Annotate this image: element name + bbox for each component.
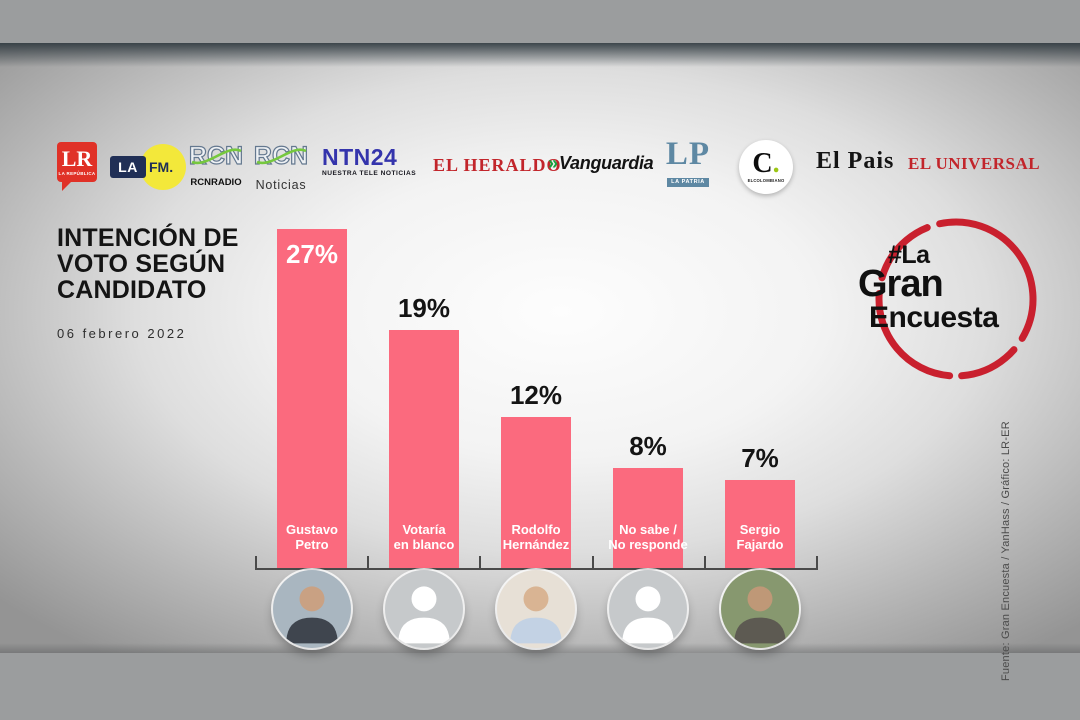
brand-line1: #La: [888, 241, 930, 269]
bar-category-label: No sabe / No responde: [608, 522, 688, 552]
la-fm-circle: [140, 144, 186, 190]
axis-tick: [704, 556, 706, 568]
chart-bar: [277, 229, 347, 568]
logo-el-heraldo: EL HERALDO: [433, 155, 562, 175]
la-patria-lp-label: LP: [665, 136, 711, 172]
logo-rcn-radio: RCN RCNRADIO: [186, 141, 246, 188]
la-patria-sublabel: LA PATRIA: [667, 177, 709, 187]
bar-value-label: 7%: [741, 443, 779, 473]
el-colombiano-sublabel: ELCOLOMBIANO: [747, 178, 785, 183]
person-icon: [734, 586, 786, 644]
bar-value-label: 8%: [629, 431, 667, 461]
axis-tick: [367, 556, 369, 568]
x-axis-line: [255, 568, 818, 570]
candidate-photo-avatar: [273, 570, 351, 648]
infographic-slide: LR LA REPÚBLICA LA FM. RCN RCNRADIO RCN …: [0, 43, 1080, 681]
logo-rcn-noticias: RCN Noticias: [250, 141, 312, 192]
logo-ntn24: NTN24 NUESTRA TELE NOTICIAS: [322, 144, 417, 178]
el-colombiano-green-dot: .: [772, 148, 780, 179]
rcn-radio-label: RCNRADIO: [190, 177, 242, 188]
la-fm-fm-label: FM.: [149, 159, 174, 175]
person-icon: [286, 586, 338, 644]
logo-el-universal: EL UNIVERSAL: [908, 154, 1041, 173]
brand-circle-icon: [875, 218, 1037, 380]
rcn-noticias-label: Noticias: [255, 178, 307, 192]
vanguardia-chevrons-icon: »: [548, 153, 559, 173]
bar-chart: 27% Gustavo Petro 19% Votaría en blanco 12% R…: [255, 223, 820, 693]
candidate-photo-avatar: [721, 570, 799, 648]
bar-category-label: Gustavo Petro: [285, 522, 338, 552]
logo-la-patria: LP LA PATRIA: [663, 136, 713, 188]
la-gran-encuesta-badge: #La Gran Encuesta: [858, 213, 1058, 385]
axis-tick: [816, 556, 818, 568]
rcn-mark-icon: RCN: [188, 141, 243, 170]
brand-line3: Encuesta: [869, 301, 999, 334]
bar-value-label: 19%: [397, 293, 451, 323]
page-title: INTENCIÓN DE VOTO SEGÚN CANDIDATO: [57, 224, 239, 304]
rcn-mark-icon: RCN: [253, 141, 308, 170]
bar-category-label: Votaría en blanco: [393, 522, 455, 552]
chart-bar: [725, 480, 795, 568]
el-colombiano-c-label: C.: [752, 148, 780, 179]
bar-category-label: Rodolfo Hernández: [502, 522, 570, 552]
logo-vanguardia: »Vanguardia: [548, 153, 654, 174]
source-credit: Fuente: Gran Encuesta / YanHass / Gráfic…: [1000, 421, 1012, 681]
date-label: 06 febrero 2022: [57, 326, 187, 341]
brand-line2: Gran: [858, 263, 944, 305]
ntn24-sublabel: NUESTRA TELE NOTICIAS: [322, 170, 417, 177]
el-colombiano-c: C: [752, 148, 773, 179]
bar-category-label: Sergio Fajardo: [736, 522, 784, 552]
la-fm-la-label: LA: [110, 156, 146, 178]
logo-la-republica-label: LR: [61, 146, 93, 171]
ntn24-label: NTN24: [322, 144, 398, 170]
logo-el-pais: El Pais: [816, 148, 895, 174]
logo-la-republica: LR LA REPÚBLICA: [57, 142, 97, 191]
vanguardia-label: Vanguardia: [559, 153, 654, 173]
placeholder-avatar: [385, 570, 463, 648]
logo-la-fm: LA FM.: [110, 143, 186, 191]
bar-value-label: 27%: [285, 239, 339, 269]
person-icon: [510, 586, 562, 644]
logo-la-republica-sublabel: LA REPÚBLICA: [58, 171, 96, 176]
chart-bar: [613, 468, 683, 568]
placeholder-avatar: [609, 570, 687, 648]
candidate-photo-avatar: [497, 570, 575, 648]
axis-tick: [592, 556, 594, 568]
chart-bar: [389, 330, 459, 568]
chart-bar: [501, 417, 571, 568]
person-icon: [398, 586, 450, 644]
axis-tick: [479, 556, 481, 568]
bar-value-label: 12%: [509, 380, 563, 410]
logo-el-colombiano: C. ELCOLOMBIANO: [739, 140, 793, 194]
person-icon: [622, 586, 674, 644]
axis-tick: [255, 556, 257, 568]
